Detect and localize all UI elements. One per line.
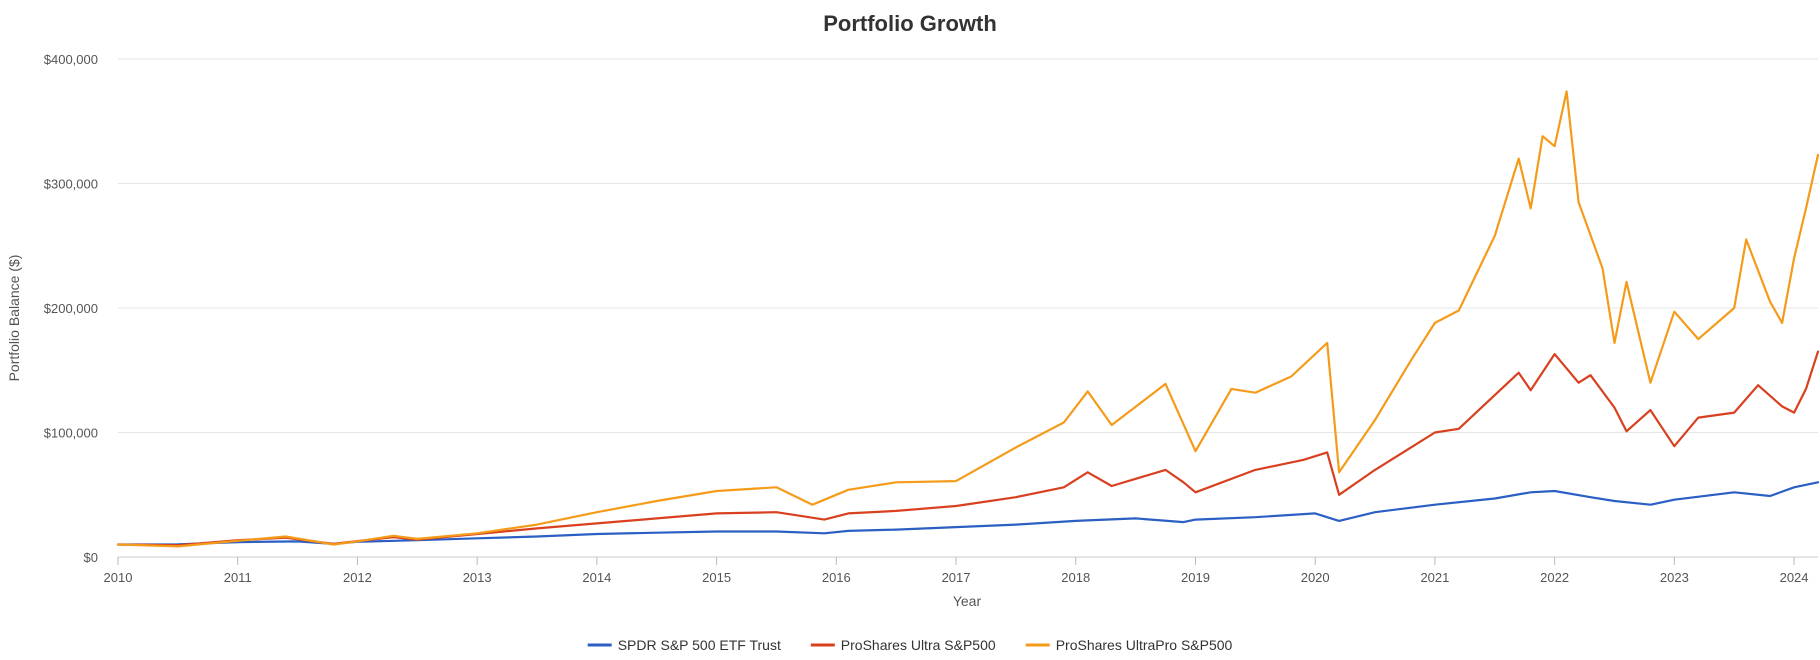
y-tick-label: $100,000 (44, 426, 98, 441)
x-tick-label: 2017 (942, 570, 971, 585)
legend-label: ProShares Ultra S&P500 (841, 637, 996, 653)
x-tick-label: 2023 (1660, 570, 1689, 585)
y-tick-label: $200,000 (44, 301, 98, 316)
series-line-2[interactable] (116, 90, 1820, 548)
legend-item-2[interactable]: ProShares UltraPro S&P500 (1025, 637, 1233, 653)
x-tick-label: 2019 (1181, 570, 1210, 585)
legend-label: SPDR S&P 500 ETF Trust (618, 637, 781, 653)
x-tick-label: 2020 (1301, 570, 1330, 585)
x-tick-label: 2022 (1540, 570, 1569, 585)
x-tick-label: 2018 (1061, 570, 1090, 585)
chart-title: Portfolio Growth (823, 11, 997, 36)
x-tick-label: 2011 (224, 570, 252, 585)
y-axis-ticks: $0 $100,000 $200,000 $300,000 $400,000 (44, 52, 98, 565)
x-tick-label: 2016 (822, 570, 851, 585)
gridlines (118, 58, 1818, 558)
x-tick-label: 2015 (702, 570, 731, 585)
legend[interactable]: SPDR S&P 500 ETF Trust ProShares Ultra S&… (587, 637, 1233, 653)
legend-label: ProShares UltraPro S&P500 (1056, 637, 1233, 653)
series-lines (116, 90, 1820, 548)
legend-item-0[interactable]: SPDR S&P 500 ETF Trust (587, 637, 781, 653)
y-axis-label: Portfolio Balance ($) (6, 255, 22, 382)
y-tick-label: $400,000 (44, 52, 98, 67)
x-tick-label: 2014 (582, 570, 611, 585)
x-tick-label: 2012 (343, 570, 372, 585)
legend-item-1[interactable]: ProShares Ultra S&P500 (810, 637, 996, 653)
x-axis-label: Year (953, 593, 982, 609)
x-axis-ticks: 2010 2011 2012 2013 2014 2015 2016 2017 2018 2019… (104, 557, 1809, 585)
series-line-0[interactable] (116, 481, 1820, 546)
y-tick-label: $300,000 (44, 177, 98, 192)
series-line-1[interactable] (116, 350, 1820, 547)
x-tick-label: 2010 (104, 570, 133, 585)
x-tick-label: 2013 (463, 570, 492, 585)
y-tick-label: $0 (84, 550, 98, 565)
x-tick-label: 2021 (1420, 570, 1449, 585)
x-tick-label: 2024 (1780, 570, 1809, 585)
